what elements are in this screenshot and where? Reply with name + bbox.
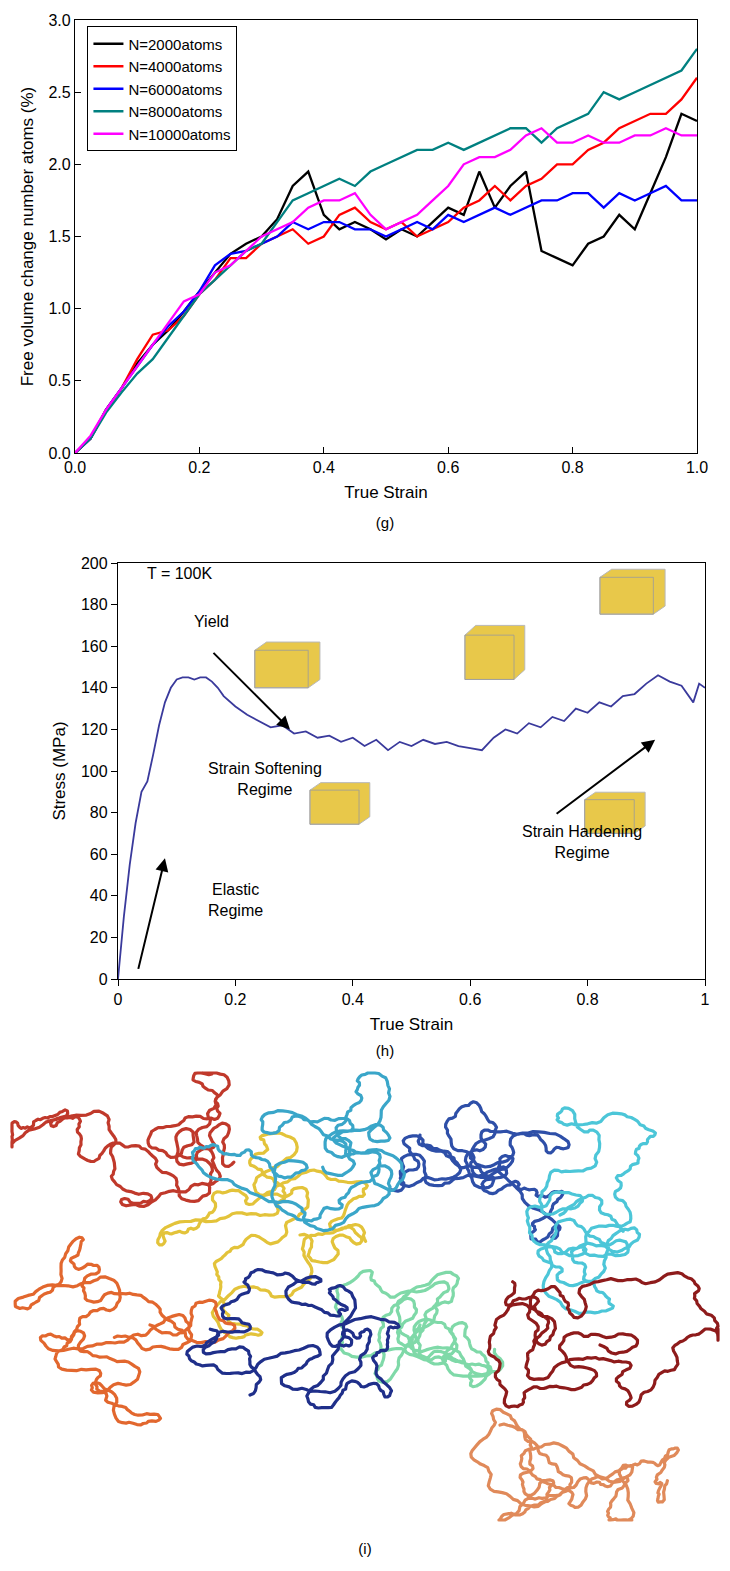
svg-text:140: 140 [81, 679, 108, 696]
svg-text:100: 100 [81, 763, 108, 780]
svg-text:60: 60 [90, 846, 108, 863]
svg-text:True Strain: True Strain [370, 1015, 453, 1034]
svg-text:0.8: 0.8 [561, 459, 583, 476]
svg-text:N=10000atoms: N=10000atoms [128, 126, 230, 143]
html-text:(g): (g) [375, 514, 395, 531]
svg-text:Strain SofteningRegime: Strain SofteningRegime [208, 760, 322, 798]
svg-text:200: 200 [81, 555, 108, 572]
svg-text:0.2: 0.2 [224, 991, 246, 1008]
svg-text:0.2: 0.2 [188, 459, 210, 476]
svg-text:3.0: 3.0 [48, 12, 70, 29]
svg-text:ElasticRegime: ElasticRegime [208, 881, 263, 919]
svg-text:40: 40 [90, 887, 108, 904]
svg-text:0.0: 0.0 [64, 459, 86, 476]
svg-text:0.4: 0.4 [313, 459, 335, 476]
svg-text:Stress (MPa): Stress (MPa) [50, 721, 69, 820]
svg-text:160: 160 [81, 638, 108, 655]
svg-text:180: 180 [81, 596, 108, 613]
svg-text:0: 0 [114, 991, 123, 1008]
svg-text:N=8000atoms: N=8000atoms [128, 103, 222, 120]
svg-text:0: 0 [99, 971, 108, 988]
svg-text:N=4000atoms: N=4000atoms [128, 58, 222, 75]
svg-text:1: 1 [701, 991, 710, 1008]
svg-text:N=6000atoms: N=6000atoms [128, 81, 222, 98]
svg-text:80: 80 [90, 804, 108, 821]
svg-text:Yield: Yield [194, 613, 229, 630]
svg-text:0.5: 0.5 [48, 372, 70, 389]
svg-text:Free volume change number atom: Free volume change number atoms (%) [18, 87, 37, 387]
svg-text:1.5: 1.5 [48, 228, 70, 245]
svg-text:0.6: 0.6 [459, 991, 481, 1008]
svg-text:Strain HardeningRegime: Strain HardeningRegime [522, 823, 642, 861]
svg-text:2.0: 2.0 [48, 156, 70, 173]
svg-text:0.8: 0.8 [576, 991, 598, 1008]
svg-text:0.4: 0.4 [342, 991, 364, 1008]
svg-text:0.6: 0.6 [437, 459, 459, 476]
svg-text:120: 120 [81, 721, 108, 738]
svg-text:1.0: 1.0 [686, 459, 708, 476]
svg-text:1.0: 1.0 [48, 300, 70, 317]
svg-text:True Strain: True Strain [344, 483, 427, 502]
svg-text:T = 100K: T = 100K [147, 565, 212, 582]
svg-text:20: 20 [90, 929, 108, 946]
svg-text:2.5: 2.5 [48, 84, 70, 101]
svg-text:N=2000atoms: N=2000atoms [128, 36, 222, 53]
svg-text:0.0: 0.0 [48, 445, 70, 462]
html-text:(h): (h) [375, 1042, 395, 1059]
html-text:(i): (i) [358, 1540, 372, 1557]
